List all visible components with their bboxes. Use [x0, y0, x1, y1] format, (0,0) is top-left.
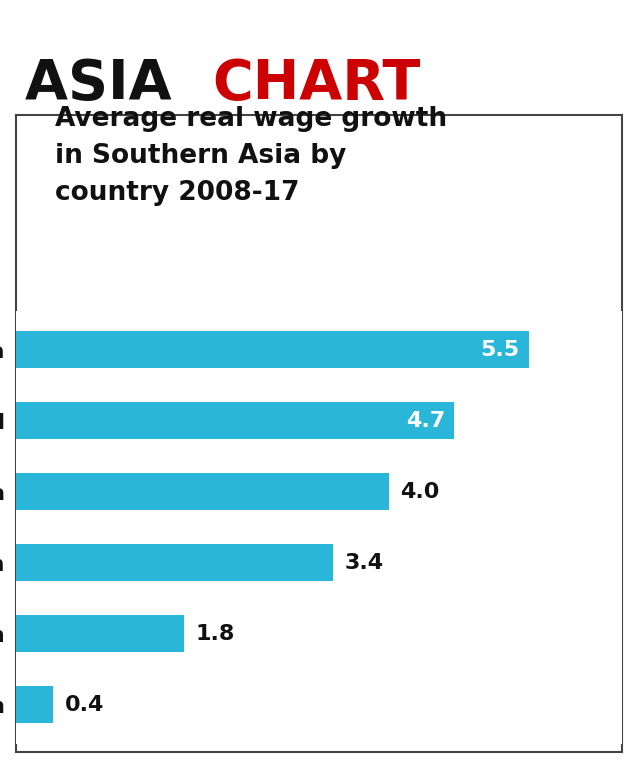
- Bar: [16, 545, 333, 581]
- Text: 1.8: 1.8: [195, 624, 234, 644]
- Bar: [16, 686, 53, 723]
- Text: Average real wage growth
in Southern Asia by
country 2008-17: Average real wage growth in Southern Asi…: [55, 106, 447, 206]
- Bar: [16, 331, 529, 368]
- Bar: [16, 473, 389, 510]
- Text: 4.0: 4.0: [400, 482, 439, 502]
- Text: 0.4: 0.4: [64, 695, 104, 715]
- Text: CHART: CHART: [213, 57, 421, 110]
- Bar: [16, 615, 184, 653]
- Text: 3.4: 3.4: [344, 553, 384, 573]
- Bar: [16, 402, 455, 439]
- Text: 5.5: 5.5: [481, 340, 519, 360]
- Text: ASIA: ASIA: [25, 57, 191, 110]
- Text: 4.7: 4.7: [406, 411, 445, 431]
